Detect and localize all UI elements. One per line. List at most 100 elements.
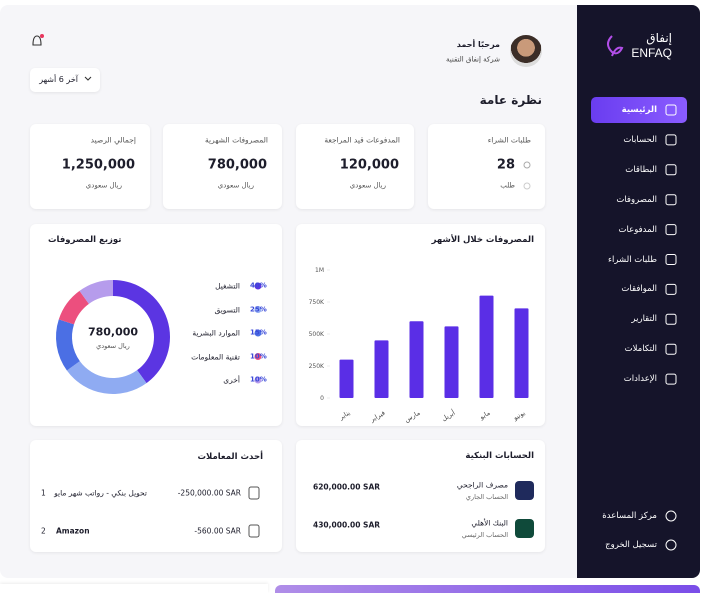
account-type: الحساب الجاري — [465, 492, 508, 501]
donut-center — [73, 297, 153, 377]
stat-value: 1,250,000 — [61, 157, 135, 173]
stat-card — [30, 124, 150, 209]
legend-dot — [254, 376, 262, 384]
stat-label: طلبات الشراء — [487, 135, 531, 145]
bank-name: البنك الأهلي — [471, 518, 508, 528]
nav-item[interactable]: التكاملات — [624, 343, 657, 354]
legend-label: تقنية المعلومات — [191, 351, 240, 361]
stat-value: 28 — [496, 157, 515, 173]
nav-item[interactable]: الموافقات — [621, 284, 657, 295]
logo-latin: ENFAQ — [631, 46, 672, 60]
row-description: Amazon — [56, 526, 90, 536]
x-tick-label: أبريل — [440, 408, 457, 423]
stat-value: 780,000 — [207, 157, 267, 173]
y-tick-label: 1M — [315, 267, 324, 274]
company: شركة إنفاق التقنية — [446, 55, 500, 64]
bank-icon — [515, 481, 534, 500]
x-tick-label: فبراير — [368, 409, 387, 424]
nav-icon — [665, 254, 677, 265]
greeting: مرحبًا أحمد — [456, 40, 500, 49]
nav-icon — [665, 539, 677, 551]
donut-center-value: 780,000 — [87, 325, 139, 339]
legend-dot — [254, 353, 262, 360]
legend-value: 15% — [250, 328, 267, 337]
nav-item[interactable]: البطاقات — [625, 164, 657, 175]
nav-icon — [665, 224, 677, 236]
donut-segment — [56, 319, 80, 371]
legend-label: التشغيل — [215, 281, 240, 291]
avatar — [510, 35, 542, 67]
balance: 620,000.00 SAR — [313, 482, 381, 492]
doc-icon — [248, 524, 260, 538]
stat-unit: ريال سعودي — [217, 181, 254, 190]
nav-item[interactable]: الرئيسية — [621, 104, 657, 115]
x-tick-label: مايو — [477, 409, 491, 422]
transactions-card — [30, 440, 282, 552]
account-type: الحساب الرئيسي — [461, 530, 508, 539]
bar — [409, 321, 424, 398]
chevron — [84, 76, 92, 81]
bar — [444, 326, 459, 398]
bottom-strip — [0, 584, 268, 593]
page-title: نظرة عامة — [479, 93, 542, 107]
y-tick-label: 500K — [309, 331, 325, 338]
bar — [479, 295, 494, 398]
legend-value: 10% — [250, 352, 267, 360]
stat-card — [296, 124, 414, 209]
logo-mark — [607, 35, 624, 57]
donut-segment — [79, 280, 113, 304]
stat-value: 120,000 — [339, 157, 399, 173]
chart-title: المصروفات خلال الأشهر — [431, 234, 534, 245]
x-tick-label: يناير — [337, 409, 352, 422]
donut-segment — [113, 280, 171, 384]
radio — [523, 161, 531, 169]
nav-icon — [665, 164, 677, 176]
legend-label: الموارد البشرية — [192, 328, 240, 338]
card-title: الحسابات البنكية — [465, 450, 534, 461]
legend-dot — [254, 282, 262, 290]
nav-icon — [665, 373, 677, 385]
active-item-bg — [591, 97, 687, 123]
row-description: تحويل بنكي - رواتب شهر مايو — [54, 488, 147, 498]
chart-title: توزيع المصروفات — [48, 234, 122, 245]
nav-item[interactable]: الحسابات — [623, 134, 657, 145]
bank-card — [296, 440, 545, 552]
nav-icon — [665, 313, 677, 325]
legend-dot — [254, 306, 262, 313]
legend-label: أخرى — [223, 375, 240, 385]
logo-arabic: إنفاق — [646, 31, 672, 45]
legend-value: 40% — [250, 281, 267, 290]
stat-unit: طلب — [500, 181, 515, 190]
bank-icon — [515, 519, 534, 538]
legend-label: التسويق — [214, 304, 240, 314]
radio — [523, 182, 531, 190]
bar — [514, 308, 529, 398]
x-tick-label: مارس — [403, 409, 421, 424]
row-amount: -560.00 SAR — [194, 526, 241, 536]
nav-footer[interactable]: مركز المساعدة — [602, 510, 657, 521]
legend-dot — [254, 329, 262, 337]
nav-item[interactable]: الإعدادات — [623, 373, 657, 384]
doc-icon — [248, 486, 260, 500]
row-amount: -250,000.00 SAR — [177, 488, 241, 498]
stat-unit: ريال سعودي — [85, 181, 122, 190]
y-tick-label: 750K — [309, 299, 325, 306]
nav-footer[interactable]: تسجيل الخروج — [605, 539, 657, 550]
nav-item[interactable]: التقارير — [631, 314, 657, 325]
nav-icon — [665, 134, 677, 146]
nav-icon — [665, 283, 677, 295]
nav-item[interactable]: المدفوعات — [618, 224, 657, 235]
stat-label: المدفوعات قيد المراجعة — [324, 135, 400, 145]
nav-item[interactable]: طلبات الشراء — [607, 254, 657, 265]
stat-card — [163, 124, 282, 209]
nav-icon — [665, 343, 677, 355]
stat-label: إجمالي الرصيد — [90, 135, 136, 145]
donut-segment — [66, 361, 147, 395]
bell-icon[interactable] — [32, 34, 44, 46]
stat-card — [428, 124, 545, 209]
y-tick-label: 250K — [309, 363, 325, 370]
nav-item[interactable]: المصروفات — [616, 194, 657, 205]
donut-segment — [58, 290, 89, 325]
